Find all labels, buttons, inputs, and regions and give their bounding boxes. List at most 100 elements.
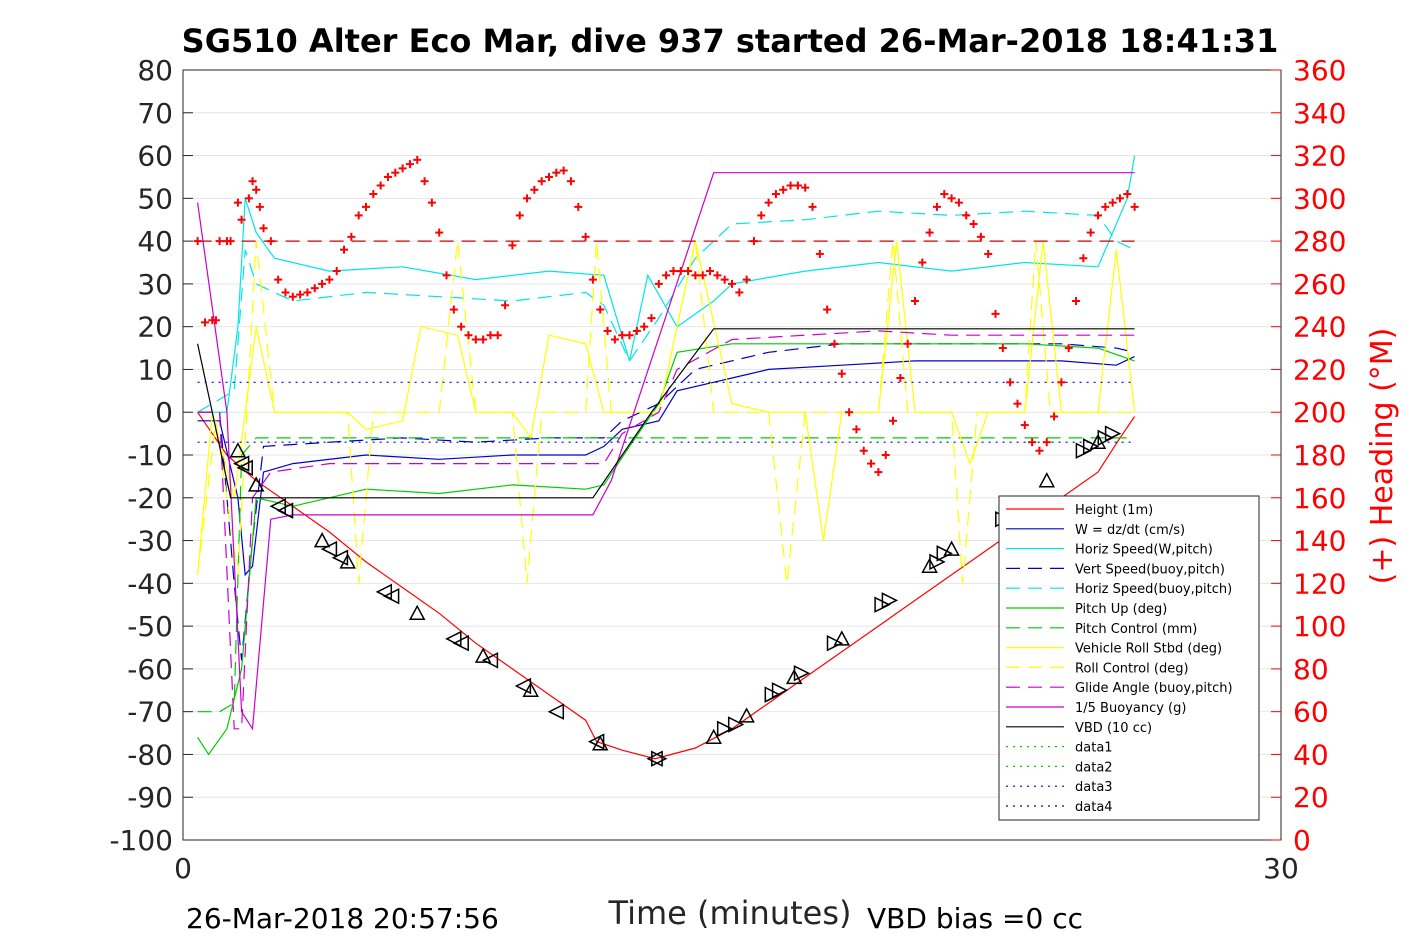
heading-point bbox=[1094, 211, 1102, 220]
heading-point bbox=[962, 211, 971, 220]
heading-point bbox=[691, 271, 700, 280]
legend-entry: Vehicle Roll Stbd (deg) bbox=[1075, 642, 1222, 657]
height-marker bbox=[1104, 425, 1122, 442]
y-left-tick-label: -100 bbox=[109, 824, 173, 857]
height-marker bbox=[1082, 438, 1100, 455]
height-marker bbox=[591, 735, 609, 751]
height-marker bbox=[771, 682, 789, 699]
legend-entry: Vert Speed(buoy,pitch) bbox=[1075, 562, 1225, 577]
height-marker bbox=[921, 557, 938, 573]
heading-point bbox=[391, 168, 400, 177]
heading-point bbox=[1057, 378, 1066, 387]
heading-point bbox=[281, 288, 290, 297]
height-marker bbox=[547, 703, 565, 720]
heading-point bbox=[830, 339, 839, 348]
height-marker bbox=[232, 455, 250, 472]
heading-point bbox=[325, 275, 334, 284]
heading-point bbox=[559, 166, 568, 175]
legend-entry: Pitch Up (deg) bbox=[1075, 602, 1167, 617]
heading-point bbox=[984, 249, 993, 258]
legend-entry: Horiz Speed(buoy,pitch) bbox=[1075, 582, 1232, 597]
heading-point bbox=[837, 369, 846, 378]
heading-point bbox=[947, 194, 956, 203]
heading-point bbox=[749, 237, 758, 246]
height-marker bbox=[229, 442, 247, 458]
heading-point bbox=[457, 322, 466, 331]
series-line-10 bbox=[197, 330, 1135, 730]
height-marker bbox=[881, 592, 899, 609]
heading-point bbox=[676, 267, 685, 276]
height-marker bbox=[785, 668, 803, 685]
heading-point bbox=[442, 271, 451, 280]
heading-point bbox=[596, 305, 605, 314]
y-left-tick-label: 60 bbox=[137, 140, 173, 173]
height-marker bbox=[826, 634, 844, 652]
heading-point bbox=[998, 344, 1007, 353]
heading-point bbox=[255, 202, 264, 211]
heading-point bbox=[479, 335, 488, 344]
heading-point bbox=[713, 271, 722, 280]
y-right-tick-label: 140 bbox=[1293, 525, 1346, 558]
y-left-tick-label: 0 bbox=[155, 396, 173, 429]
heading-point bbox=[698, 271, 707, 280]
series-line-9 bbox=[197, 240, 1135, 584]
y-right-tick-label: 100 bbox=[1293, 610, 1346, 643]
heading-point bbox=[925, 228, 934, 237]
heading-point bbox=[1086, 228, 1095, 237]
heading-point bbox=[369, 190, 378, 199]
y-left-tick-label: 50 bbox=[137, 182, 173, 215]
y-right-tick-label: 320 bbox=[1293, 140, 1346, 173]
height-marker bbox=[276, 502, 294, 519]
heading-point bbox=[742, 275, 751, 284]
heading-point bbox=[823, 305, 832, 314]
height-marker bbox=[716, 720, 734, 738]
heading-point bbox=[625, 331, 634, 340]
heading-point bbox=[815, 249, 824, 258]
legend-entry: Horiz Speed(W,pitch) bbox=[1075, 543, 1213, 558]
y-axis-left-ticks: 80 70 60 50 40 30 20 10 0 -10 -20 -30 -40 -50 -60 -70 -8… bbox=[109, 54, 193, 857]
heading-point bbox=[932, 202, 941, 211]
heading-point bbox=[779, 185, 788, 194]
heading-point bbox=[237, 215, 246, 224]
heading-point bbox=[530, 185, 539, 194]
legend-entry: Roll Control (deg) bbox=[1075, 661, 1189, 676]
heading-point bbox=[867, 459, 876, 468]
heading-point bbox=[610, 335, 619, 344]
y-right-tick-label: 220 bbox=[1293, 353, 1346, 386]
height-marker bbox=[236, 459, 253, 477]
height-marker bbox=[1038, 472, 1056, 488]
y-left-tick-label: -40 bbox=[127, 567, 173, 600]
x-tick-label: 30 bbox=[1263, 852, 1299, 885]
legend-entry: data3 bbox=[1075, 780, 1113, 795]
heading-point bbox=[471, 335, 480, 344]
heading-point bbox=[640, 322, 649, 331]
heading-point bbox=[193, 237, 202, 246]
heading-point bbox=[706, 267, 715, 276]
heading-point bbox=[771, 190, 780, 199]
y-left-tick-label: -60 bbox=[127, 653, 173, 686]
heading-point bbox=[266, 237, 275, 246]
heading-point bbox=[1013, 399, 1022, 408]
legend-entry: Pitch Control (mm) bbox=[1075, 622, 1197, 637]
heading-point bbox=[1042, 438, 1051, 447]
height-marker bbox=[313, 532, 331, 548]
x-axis-label: Time (minutes) bbox=[608, 894, 852, 932]
series-line-3 bbox=[197, 155, 1136, 413]
heading-point bbox=[793, 181, 802, 190]
y-left-tick-label: 30 bbox=[137, 268, 173, 301]
heading-point bbox=[859, 446, 868, 455]
height-marker bbox=[1089, 433, 1107, 449]
y-left-tick-label: 80 bbox=[137, 54, 173, 87]
height-marker bbox=[247, 476, 265, 492]
heading-point bbox=[976, 232, 985, 241]
heading-point bbox=[211, 316, 220, 325]
y-left-tick-label: -80 bbox=[127, 738, 173, 771]
heading-point bbox=[845, 408, 854, 417]
heading-point bbox=[889, 416, 898, 425]
heading-point bbox=[903, 339, 912, 348]
heading-point bbox=[252, 185, 261, 194]
y-left-tick-label: -10 bbox=[127, 439, 173, 472]
heading-point bbox=[288, 292, 297, 301]
heading-point bbox=[757, 211, 766, 220]
height-marker bbox=[445, 630, 462, 648]
